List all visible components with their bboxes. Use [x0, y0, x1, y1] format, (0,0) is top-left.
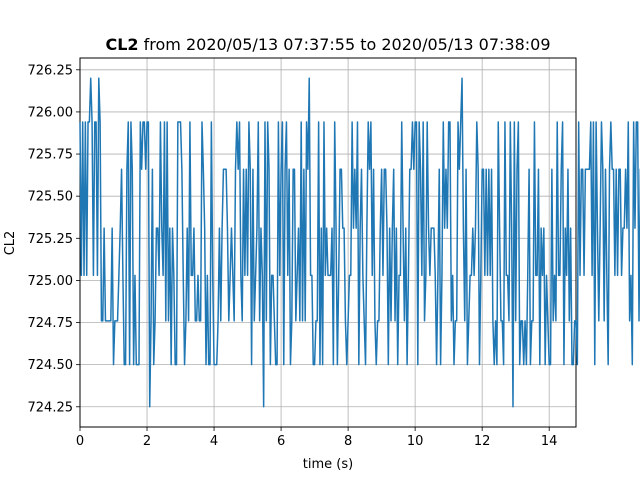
y-axis-label: CL2	[3, 231, 18, 256]
x-tick-label: 14	[541, 434, 558, 449]
y-tick-label: 724.75	[28, 316, 74, 331]
y-tick-label: 726.00	[28, 105, 74, 120]
x-tick-label: 12	[474, 434, 491, 449]
y-tick-label: 725.25	[28, 232, 74, 247]
y-axis: 724.25 724.50 724.75 725.00 725.25 725.50 725.…	[28, 63, 80, 415]
x-tick-label: 2	[143, 434, 151, 449]
series-line	[79, 77, 640, 408]
x-axis-label: time (s)	[303, 457, 353, 472]
x-axis: 0 2 4 6 8 10 12 14	[76, 427, 558, 449]
plot-frame	[79, 57, 577, 428]
x-tick-label: 8	[344, 434, 352, 449]
x-tick-label: 6	[277, 434, 285, 449]
grid	[79, 58, 576, 427]
y-tick-label: 725.50	[28, 190, 74, 205]
x-tick-label: 4	[210, 434, 218, 449]
chart-title-rest: from 2020/05/13 07:37:55 to 2020/05/13 0…	[139, 35, 551, 54]
x-tick-label: 10	[407, 434, 424, 449]
y-tick-label: 726.25	[28, 63, 74, 78]
chart-title: CL2 from 2020/05/13 07:37:55 to 2020/05/…	[105, 35, 550, 54]
chart-title-bold: CL2	[105, 35, 138, 54]
y-tick-label: 725.75	[28, 148, 74, 163]
x-tick-label: 0	[76, 434, 84, 449]
y-tick-label: 724.50	[28, 358, 74, 373]
series-layer	[79, 77, 640, 408]
y-tick-label: 725.00	[28, 274, 74, 289]
y-tick-label: 724.25	[28, 400, 74, 415]
